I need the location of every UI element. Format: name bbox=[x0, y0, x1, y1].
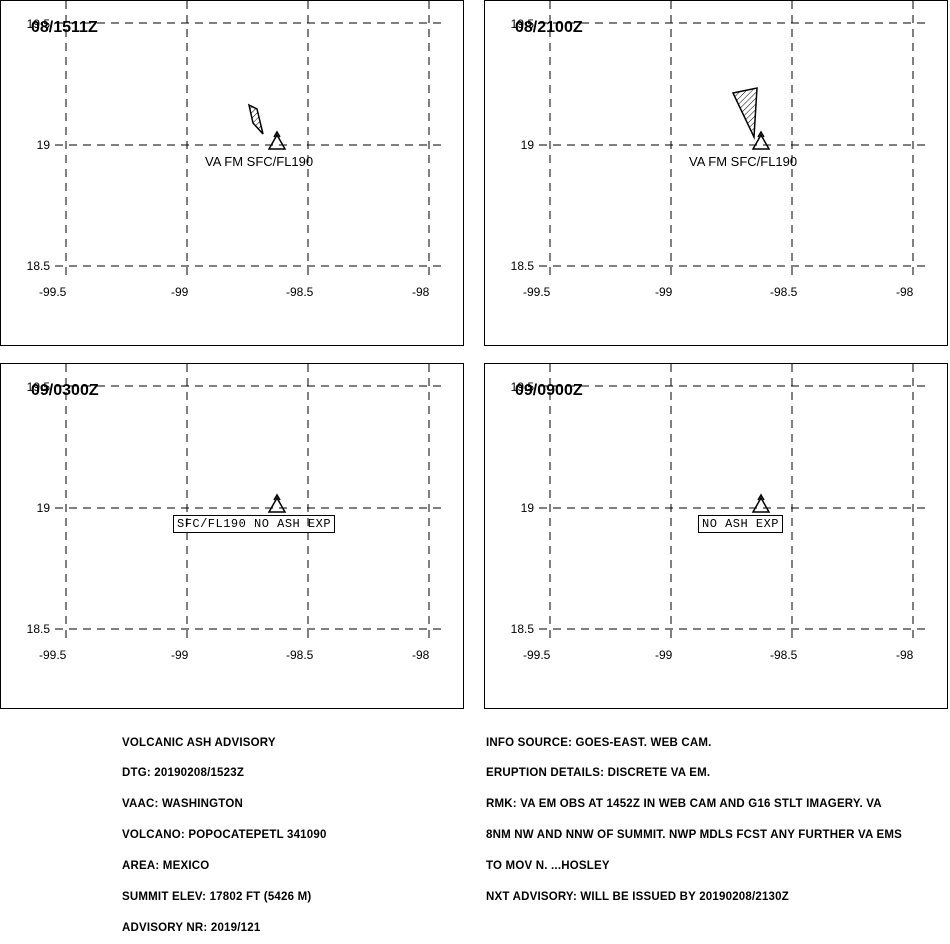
advisory-line: 8NM NW AND NNW OF SUMMIT. NWP MDLS FCST … bbox=[486, 829, 903, 842]
lon-tick: -98.5 bbox=[286, 648, 314, 662]
map-panel-4: 09/0900Z 19.5 19 18.5 -99.5 -99 -98.5 -9… bbox=[484, 363, 948, 709]
ash-level-label: VA FM SFC/FL190 bbox=[205, 154, 314, 169]
advisory-line: RMK: VA EM OBS AT 1452Z IN WEB CAM AND G… bbox=[486, 798, 882, 811]
lat-tick: 19.5 bbox=[26, 380, 50, 394]
lon-tick: -99 bbox=[171, 285, 189, 299]
volcano-icon bbox=[267, 130, 287, 150]
map-panel-1: 08/1511Z 19.5 19 18.5 -99.5 -99 -98.5 -9… bbox=[0, 0, 464, 346]
lon-tick: -99.5 bbox=[39, 648, 67, 662]
advisory-line: VOLCANIC ASH ADVISORY bbox=[122, 736, 276, 749]
ash-area-polygon bbox=[247, 103, 264, 135]
lat-tick: 19 bbox=[36, 501, 50, 515]
lat-tick: 18.5 bbox=[510, 259, 534, 273]
advisory-line: DTG: 20190208/1523Z bbox=[122, 767, 245, 780]
advisory-line: ERUPTION DETAILS: DISCRETE VA EM. bbox=[486, 767, 711, 780]
lon-tick: -99.5 bbox=[523, 648, 551, 662]
lat-tick: 19 bbox=[36, 138, 50, 152]
lat-tick: 18.5 bbox=[26, 622, 50, 636]
lon-tick: -99 bbox=[655, 648, 673, 662]
panel-title: 09/0900Z bbox=[515, 382, 583, 399]
map-grid bbox=[539, 364, 929, 639]
advisory-line: INFO SOURCE: GOES-EAST. WEB CAM. bbox=[486, 736, 712, 749]
volcano-icon bbox=[751, 493, 771, 513]
advisory-details-right: INFO SOURCE: GOES-EAST. WEB CAM. ERUPTIO… bbox=[486, 717, 902, 913]
lat-tick: 19.5 bbox=[510, 17, 534, 31]
lat-tick: 19.5 bbox=[26, 17, 50, 31]
volcano-icon bbox=[751, 130, 771, 150]
ash-level-label: SFC/FL190 NO ASH EXP bbox=[173, 515, 336, 533]
advisory-line: TO MOV N. ...HOSLEY bbox=[486, 860, 610, 873]
lon-tick: -98.5 bbox=[286, 285, 314, 299]
panel-title: 09/0300Z bbox=[31, 382, 99, 399]
panel-title: 08/1511Z bbox=[31, 19, 98, 36]
map-grid bbox=[55, 1, 445, 276]
advisory-line: VAAC: WASHINGTON bbox=[122, 798, 243, 811]
lat-tick: 18.5 bbox=[26, 259, 50, 273]
map-panel-3: 09/0300Z 19.5 19 18.5 -99.5 -99 -98.5 -9… bbox=[0, 363, 464, 709]
lat-tick: 19.5 bbox=[510, 380, 534, 394]
lon-tick: -98.5 bbox=[770, 648, 798, 662]
ash-level-label: VA FM SFC/FL190 bbox=[689, 154, 798, 169]
lon-tick: -99 bbox=[171, 648, 189, 662]
lon-tick: -99.5 bbox=[39, 285, 67, 299]
lat-tick: 18.5 bbox=[510, 622, 534, 636]
map-grid bbox=[55, 364, 445, 639]
lon-tick: -99 bbox=[655, 285, 673, 299]
advisory-line: ADVISORY NR: 2019/121 bbox=[122, 921, 261, 934]
advisory-line: AREA: MEXICO bbox=[122, 860, 210, 873]
advisory-line: VOLCANO: POPOCATEPETL 341090 bbox=[122, 829, 327, 842]
advisory-header-left: VOLCANIC ASH ADVISORY DTG: 20190208/1523… bbox=[122, 717, 327, 944]
lat-tick: 19 bbox=[520, 501, 534, 515]
panel-title: 08/2100Z bbox=[515, 19, 583, 36]
lon-tick: -98 bbox=[896, 285, 914, 299]
lon-tick: -98.5 bbox=[770, 285, 798, 299]
lon-tick: -99.5 bbox=[523, 285, 551, 299]
ash-level-label: NO ASH EXP bbox=[698, 515, 784, 533]
advisory-line: NXT ADVISORY: WILL BE ISSUED BY 20190208… bbox=[486, 891, 789, 904]
map-panel-2: 08/2100Z 19.5 19 18.5 -99.5 -99 -98.5 -9… bbox=[484, 0, 948, 346]
lat-tick: 19 bbox=[520, 138, 534, 152]
lon-tick: -98 bbox=[896, 648, 914, 662]
volcano-icon bbox=[267, 493, 287, 513]
advisory-line: SUMMIT ELEV: 17802 FT (5426 M) bbox=[122, 891, 312, 904]
ash-area-polygon bbox=[731, 87, 758, 140]
map-grid bbox=[539, 1, 929, 276]
lon-tick: -98 bbox=[412, 285, 430, 299]
lon-tick: -98 bbox=[412, 648, 430, 662]
